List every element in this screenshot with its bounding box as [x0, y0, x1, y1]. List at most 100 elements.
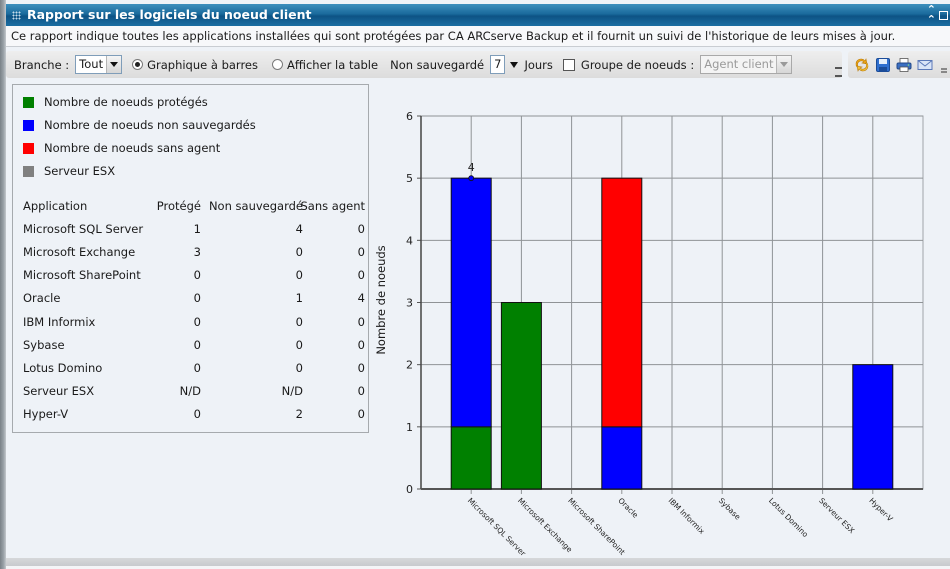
x-tick-label: Oracle [616, 496, 640, 520]
legend-item-not-saved: Nombre de noeuds non sauvegardés [23, 118, 256, 132]
x-tick-label: Sybase [717, 496, 743, 522]
cell-application: Microsoft Exchange [23, 245, 136, 259]
column-header-no-agent: Sans agent [300, 199, 365, 213]
legend-swatch-green [23, 96, 34, 108]
table-row: Hyper-V 0 2 0 [23, 407, 365, 423]
bar-segment[interactable] [500, 302, 542, 490]
table-view-radio-label[interactable]: Afficher la table [287, 57, 379, 72]
refresh-icon[interactable] [853, 56, 871, 74]
collapse-icon[interactable]: ⌃ ⌃ [926, 3, 936, 26]
legend-item-esx: Serveur ESX [23, 164, 115, 178]
cell-no-agent: 4 [357, 291, 365, 305]
cell-application: IBM Informix [23, 315, 96, 329]
y-tick-label: 1 [406, 421, 413, 434]
action-toolbar [848, 51, 950, 78]
legend-table-panel: Nombre de noeuds protégés Nombre de noeu… [12, 84, 369, 433]
cell-no-agent: 0 [357, 338, 365, 352]
y-tick-label: 0 [406, 483, 413, 496]
cell-no-agent: 0 [357, 315, 365, 329]
column-header-application: Application [23, 199, 88, 213]
filter-toolbar: Branche : Tout Graphique à barres Affich… [6, 51, 842, 78]
cell-no-agent: 0 [357, 361, 365, 375]
branch-select-value: Tout [79, 57, 104, 71]
print-icon[interactable] [895, 56, 913, 74]
branch-label: Branche : [14, 57, 70, 72]
x-tick-label: Lotus Domino [767, 496, 810, 539]
cell-not-saved: 0 [295, 268, 303, 282]
cell-not-saved: 1 [295, 291, 303, 305]
data-point-marker [468, 175, 475, 182]
legend-item-no-agent: Nombre de noeuds sans agent [23, 141, 220, 155]
bar-segment[interactable] [450, 177, 492, 428]
legend-label: Nombre de noeuds non sauvegardés [44, 118, 256, 132]
bar-segment[interactable] [450, 426, 492, 490]
cell-no-agent: 0 [357, 407, 365, 421]
cell-application: Microsoft SQL Server [23, 222, 144, 236]
drag-grip-icon[interactable] [12, 10, 21, 20]
legend-item-protected: Nombre de noeuds protégés [23, 95, 208, 109]
cell-not-saved: N/D [281, 384, 303, 398]
cell-application: Microsoft SharePoint [23, 268, 141, 282]
days-value[interactable]: 7 [494, 57, 502, 71]
chevron-down-icon[interactable] [776, 56, 792, 73]
days-label: Jours [524, 57, 553, 72]
legend-swatch-gray [23, 165, 34, 177]
table-row: IBM Informix 0 0 0 [23, 315, 365, 331]
y-tick-label: 2 [406, 359, 413, 372]
x-tick-label: Microsoft SharePoint [566, 496, 627, 557]
column-header-protected: Protégé [156, 199, 201, 213]
node-group-label: Groupe de noeuds : [580, 57, 695, 72]
cell-no-agent: 0 [357, 222, 365, 236]
not-saved-label: Non sauvegardé [390, 57, 485, 72]
maximize-icon[interactable] [939, 10, 948, 20]
cell-protected: 1 [193, 222, 201, 236]
node-group-select[interactable]: Agent client [700, 55, 793, 74]
cell-not-saved: 0 [295, 315, 303, 329]
bar-segment[interactable] [601, 177, 643, 428]
table-row: Microsoft Exchange 3 0 0 [23, 245, 365, 261]
bar-segment[interactable] [601, 426, 643, 490]
days-dropdown-icon[interactable] [510, 61, 519, 68]
cell-not-saved: 2 [295, 407, 303, 421]
toolbar-overflow-icon[interactable] [835, 67, 843, 77]
cell-protected: 0 [193, 361, 201, 375]
cell-protected: 0 [193, 268, 201, 282]
cell-application: Serveur ESX [23, 384, 95, 398]
column-header-not-saved: Non sauvegardé [208, 199, 303, 213]
node-group-checkbox[interactable] [562, 58, 575, 71]
chevron-down-icon[interactable] [106, 56, 122, 73]
window-left-edge [0, 0, 6, 569]
bar-segment[interactable] [852, 364, 894, 490]
legend-swatch-blue [23, 119, 34, 131]
table-row: Microsoft SQL Server 1 4 0 [23, 222, 365, 238]
days-input[interactable]: 7 [490, 55, 506, 74]
bar-chart-radio[interactable] [132, 59, 144, 70]
title-bar: Rapport sur les logiciels du noeud clien… [6, 4, 950, 26]
cell-application: Oracle [23, 291, 61, 305]
branch-select[interactable]: Tout [75, 55, 123, 74]
x-tick-label: Serveur ESX [817, 496, 856, 535]
cell-not-saved: 0 [295, 361, 303, 375]
cell-no-agent: 0 [357, 268, 365, 282]
table-row: Serveur ESX N/D N/D 0 [23, 384, 365, 400]
table-view-radio[interactable] [272, 59, 283, 70]
table-row: Lotus Domino 0 0 0 [23, 361, 365, 377]
bar-chart-radio-label[interactable]: Graphique à barres [147, 57, 258, 72]
y-tick-label: 6 [406, 110, 413, 123]
email-icon[interactable] [916, 56, 934, 74]
save-icon[interactable] [874, 56, 892, 74]
horizontal-scrollbar[interactable] [6, 558, 950, 566]
cell-protected: 0 [193, 291, 201, 305]
cell-protected: 3 [193, 245, 201, 259]
legend-label: Nombre de noeuds protégés [44, 95, 208, 109]
cell-protected: 0 [193, 338, 201, 352]
cell-application: Sybase [23, 338, 65, 352]
y-tick-label: 4 [406, 234, 413, 247]
table-row: Sybase 0 0 0 [23, 338, 365, 354]
cell-protected: 0 [193, 407, 201, 421]
iconbar-overflow-icon[interactable] [941, 68, 947, 73]
cell-no-agent: 0 [357, 245, 365, 259]
cell-application: Hyper-V [23, 407, 69, 421]
cell-no-agent: 0 [357, 384, 365, 398]
